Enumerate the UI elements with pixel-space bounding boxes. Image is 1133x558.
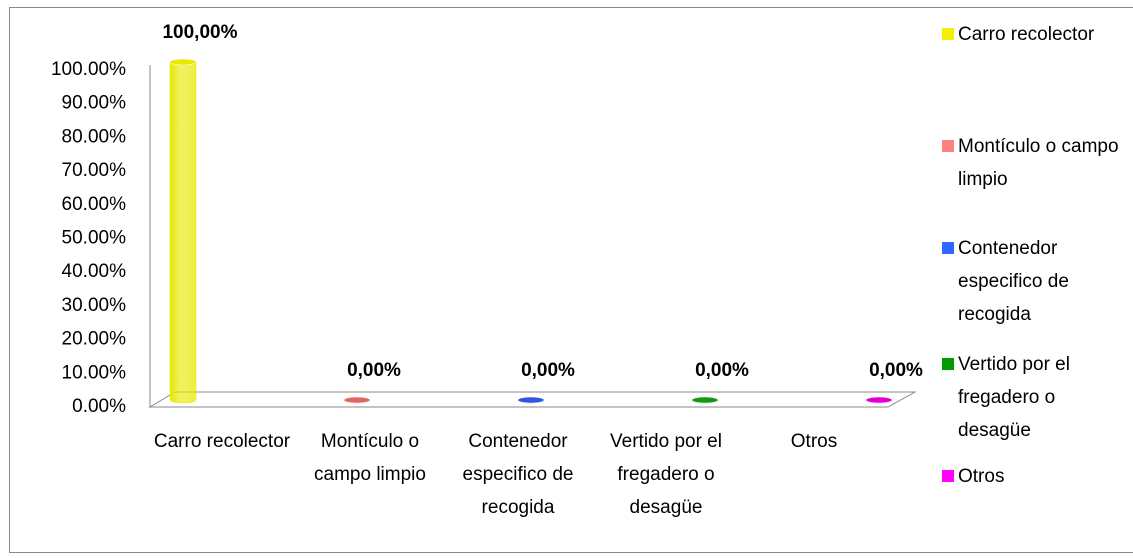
legend-label: Contenedor especifico de recogida — [958, 238, 1069, 325]
bar — [691, 396, 719, 404]
data-label: 0,00% — [695, 360, 749, 381]
legend-entry: Montículo o campo limpio — [942, 130, 1132, 196]
legend-entry: Carro recolector — [942, 18, 1132, 51]
x-tick-label: Carro recolector — [153, 431, 291, 452]
x-tick-label: Otros — [790, 431, 838, 452]
y-tick-label: 0.00% — [72, 396, 126, 417]
y-tick-label: 50.00% — [62, 228, 127, 249]
legend-label: Carro recolector — [958, 24, 1095, 45]
legend-swatch — [942, 140, 954, 152]
bar-body — [169, 61, 197, 404]
legend-entry: Otros — [942, 460, 1132, 493]
bar — [865, 396, 893, 404]
legend-entry: Contenedor especifico de recogida — [942, 232, 1132, 331]
y-tick-label: 90.00% — [62, 93, 127, 114]
x-tick-label: Contenedor especifico de recogida — [462, 431, 574, 518]
bar — [343, 396, 371, 404]
y-tick-label: 10.00% — [62, 362, 127, 383]
legend-swatch — [942, 28, 954, 40]
frame — [9, 7, 1133, 553]
x-tick-label: Vertido por el fregadero o desagüe — [610, 431, 722, 518]
y-tick-label: 70.00% — [62, 160, 127, 181]
y-tick-label: 40.00% — [62, 261, 127, 282]
legend-swatch — [942, 242, 954, 254]
data-label: 0,00% — [347, 360, 401, 381]
bar — [169, 58, 197, 404]
y-tick-label: 30.00% — [62, 295, 127, 316]
y-tick-label: 80.00% — [62, 126, 127, 147]
legend-label: Vertido por el fregadero o desagüe — [958, 354, 1070, 441]
legend-swatch — [942, 358, 954, 370]
bar-top — [865, 396, 893, 404]
x-tick-label: Montículo o campo limpio — [314, 431, 426, 485]
y-tick-label: 20.00% — [62, 329, 127, 350]
bar-top — [343, 396, 371, 404]
y-tick-label: 60.00% — [62, 194, 127, 215]
bar — [517, 396, 545, 404]
bar-top — [691, 396, 719, 404]
legend-label: Montículo o campo limpio — [958, 136, 1119, 190]
bar-top — [169, 58, 197, 66]
legend-entry: Vertido por el fregadero o desagüe — [942, 348, 1132, 447]
data-label: 0,00% — [869, 360, 923, 381]
bar-top — [517, 396, 545, 404]
data-label: 100,00% — [162, 22, 237, 43]
data-label: 0,00% — [521, 360, 575, 381]
y-tick-label: 100.00% — [51, 59, 126, 80]
legend-swatch — [942, 470, 954, 482]
legend-label: Otros — [958, 466, 1005, 487]
